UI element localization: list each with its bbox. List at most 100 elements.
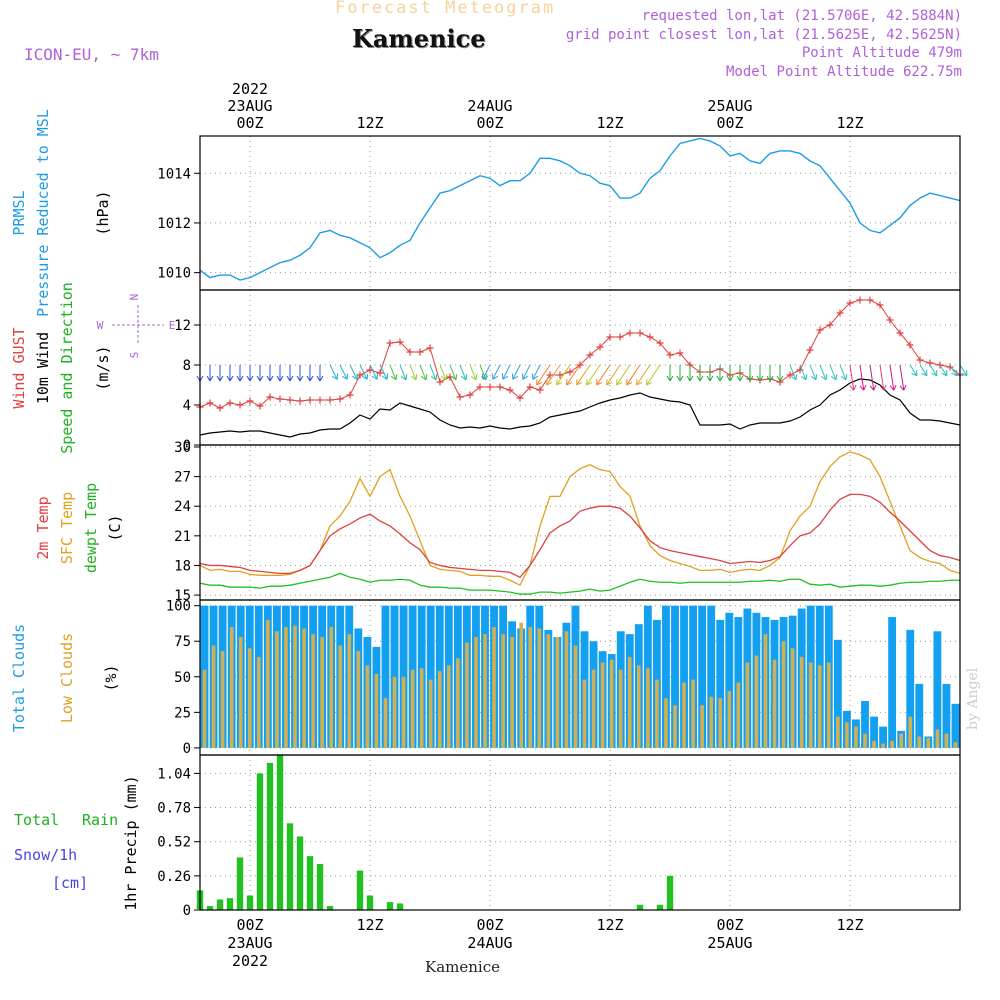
total-cloud-bar (671, 605, 679, 748)
wind-arrow-head (931, 370, 938, 377)
compass-e: E (169, 319, 176, 332)
gust-marker (596, 343, 604, 351)
location-title: Kamenice (352, 24, 486, 53)
wind-arrow (536, 364, 551, 386)
label-ms: (m/s) (94, 345, 112, 390)
rain-bar (666, 875, 674, 910)
label-rain: Rain (82, 811, 118, 829)
low-cloud-bar (890, 740, 894, 748)
low-cloud-bar (637, 665, 641, 748)
wind-arrow-head (361, 373, 369, 380)
low-cloud-bar (247, 648, 252, 748)
wind-arrow (459, 364, 467, 381)
time-label-top: 25AUG (707, 97, 752, 115)
wind-arrow-head (596, 379, 603, 386)
wind-arrow (419, 364, 427, 381)
wind-arrow (646, 364, 661, 386)
wind-arrow-head (686, 375, 694, 382)
low-cloud-bar (474, 636, 478, 748)
wind-arrow-head (536, 379, 543, 386)
low-cloud-bar (419, 668, 424, 748)
gust-marker (256, 402, 264, 410)
label-wind-gust: Wind GUST (10, 327, 28, 408)
wind-arrow-head (381, 373, 389, 380)
time-label-bottom: 12Z (596, 916, 623, 934)
wind-arrow (492, 364, 501, 380)
wind-arrow (469, 364, 477, 381)
low-cloud-bar (383, 698, 388, 748)
wind-arrow-head (941, 370, 948, 377)
wind-arrow-head (696, 375, 704, 382)
wind-arrow (429, 364, 437, 381)
y-tick-label: 21 (174, 529, 191, 545)
wind-arrow (789, 364, 797, 381)
wind-arrow (379, 364, 388, 380)
gust-marker (646, 333, 654, 341)
low-cloud-bar (229, 627, 234, 748)
wind-arrow-head (556, 379, 563, 386)
gust-marker (396, 338, 404, 346)
low-cloud-bar (356, 651, 361, 748)
gust-marker (316, 396, 324, 404)
model-label: ICON-EU, ~ 7km (24, 45, 159, 64)
low-cloud-bar (492, 627, 496, 748)
wind-arrow-head (216, 375, 224, 382)
label-sfc-temp: SFC Temp (58, 492, 76, 564)
label-2m-temp: 2m Temp (34, 496, 52, 559)
low-cloud-bar (266, 619, 270, 748)
total-cloud-bar (680, 605, 688, 748)
time-label-bottom: 12Z (836, 916, 863, 934)
y-tick-label: 12 (174, 318, 191, 334)
total-cloud-bar (381, 605, 390, 748)
low-cloud-bar (664, 698, 668, 748)
total-cloud-bar (689, 605, 698, 748)
wind-arrow-head (276, 375, 284, 382)
low-cloud-bar (953, 742, 958, 748)
time-label-top: 12Z (596, 114, 623, 132)
low-cloud-bar (211, 645, 216, 748)
wind-arrow-head (869, 384, 877, 391)
gust-marker (586, 351, 594, 359)
wind-arrow-head (666, 375, 674, 382)
time-label-top: 00Z (716, 114, 743, 132)
low-cloud-bar (293, 625, 297, 748)
wind-arrow-head (256, 375, 264, 382)
wind-arrow (899, 364, 905, 391)
low-cloud-bar (275, 631, 279, 748)
gust-marker (226, 399, 234, 407)
wind-arrow (586, 364, 601, 386)
wind-arrow (606, 364, 621, 386)
gust-marker (246, 397, 254, 405)
label-snow: Snow/1h (14, 846, 77, 864)
gust-marker (326, 396, 334, 404)
gust-marker (286, 396, 294, 404)
wind-arrow (576, 364, 591, 386)
rain-bar (216, 899, 224, 910)
low-cloud-bar (609, 659, 614, 748)
low-cloud-bar (682, 682, 686, 748)
wind-arrow (349, 364, 358, 380)
gust-marker (456, 393, 464, 401)
gust-marker (376, 369, 384, 377)
low-cloud-bar (845, 722, 849, 748)
low-cloud-bar (428, 679, 433, 748)
wind-arrow-head (440, 374, 448, 381)
low-cloud-bar (854, 726, 858, 748)
low-cloud-bar (881, 743, 885, 748)
label-hpa: (hPa) (94, 190, 112, 235)
gust-marker (436, 378, 444, 386)
low-cloud-bar (718, 698, 723, 748)
wind-arrow-head (531, 373, 539, 380)
low-cloud-bar (736, 682, 741, 748)
gust-marker (406, 348, 414, 356)
model-point-altitude: Model Point Altitude 622.75m (725, 64, 962, 80)
low-cloud-bar (836, 716, 840, 748)
rain-bar (256, 773, 264, 910)
total-cloud-bar (426, 605, 435, 748)
wind-arrow-head (410, 374, 418, 381)
total-cloud-bar (942, 683, 951, 748)
rain-bar (316, 864, 324, 910)
wind-arrow-head (390, 374, 398, 381)
wind-arrow-head (776, 375, 784, 382)
wind-arrow-head (961, 370, 968, 377)
